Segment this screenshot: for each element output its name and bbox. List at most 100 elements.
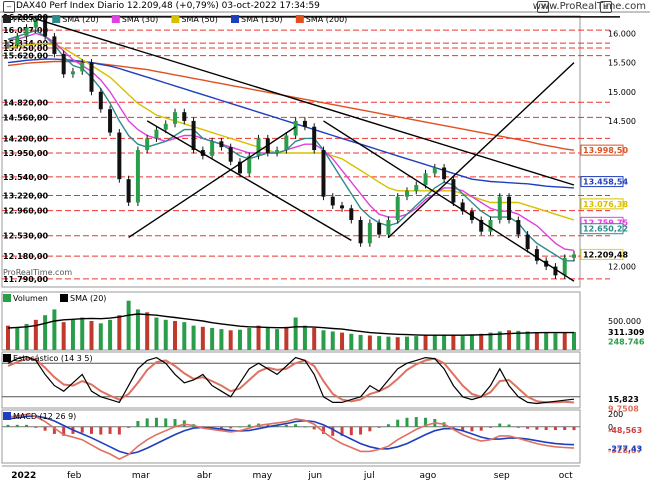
level-label-8: 13.950,00 xyxy=(3,149,48,158)
price-bar-11 xyxy=(108,109,113,133)
macd-hist-45 xyxy=(424,417,428,427)
price-tick-3: 14.500 xyxy=(608,117,636,126)
macd-hist-9 xyxy=(90,426,94,434)
volume-bar-44 xyxy=(414,336,419,350)
price-bar-17 xyxy=(163,123,168,130)
macd-hist-23 xyxy=(219,426,223,429)
macd-hist-28 xyxy=(266,424,270,427)
price-bar-32 xyxy=(302,120,307,127)
price-bar-30 xyxy=(284,135,289,151)
site-link[interactable]: www.ProRealTime.com xyxy=(532,1,646,12)
volume-bar-59 xyxy=(553,333,558,350)
x-tick-0: 2022 xyxy=(11,471,36,481)
price-bar-45 xyxy=(423,173,428,186)
macd-hist-18 xyxy=(173,419,177,427)
macd-hist-3 xyxy=(34,426,38,428)
macd-hist-1 xyxy=(15,424,19,427)
stoch-legend-label: Estocástico (14 3 5) xyxy=(13,354,93,363)
price-tag-1: 13.458,54 xyxy=(583,178,628,187)
volume-bar-3 xyxy=(33,319,38,350)
price-bar-53 xyxy=(497,196,502,220)
macd-hist-5 xyxy=(52,426,56,434)
price-bar-55 xyxy=(516,219,521,235)
price-bar-0 xyxy=(6,45,10,47)
macd-hist-59 xyxy=(553,426,557,431)
x-tick-7: ago xyxy=(420,471,437,481)
volume-bar-14 xyxy=(135,309,140,350)
volume-bar-10 xyxy=(98,323,103,350)
price-tag-2: 13.076,38 xyxy=(583,200,628,209)
macd-hist-49 xyxy=(461,426,465,431)
volume-bar-45 xyxy=(423,335,428,350)
macd-hist-17 xyxy=(164,418,168,427)
x-tick-9: oct xyxy=(559,471,573,481)
volume-bar-32 xyxy=(302,325,307,350)
volume-bar-4 xyxy=(43,315,48,350)
price-bar-25 xyxy=(237,161,242,174)
macd-hist-26 xyxy=(247,424,251,427)
macd-hist-52 xyxy=(488,426,492,428)
stoch-tag-1: 9,7508 xyxy=(608,405,639,414)
macd-tick-0: 0 xyxy=(608,423,613,432)
volume-bar-21 xyxy=(200,326,205,350)
volume-bar-54 xyxy=(507,330,512,350)
volume-bar-51 xyxy=(479,333,484,350)
volume-bar-23 xyxy=(219,329,224,350)
volume-bar-6 xyxy=(61,322,66,350)
price-tag-box-4 xyxy=(580,223,624,235)
macd-hist-31 xyxy=(294,424,298,427)
volume-bar-8 xyxy=(80,317,85,350)
price-bar-31 xyxy=(293,120,298,136)
volume-bar-50 xyxy=(469,334,474,350)
volume-bar-29 xyxy=(275,329,280,350)
volume-bar-42 xyxy=(395,337,400,350)
volume-bar-61 xyxy=(572,331,576,350)
macd-hist-48 xyxy=(451,426,455,428)
price-bar-9 xyxy=(89,62,94,92)
price-bar-8 xyxy=(80,62,85,72)
volume-legend-label: Volumen xyxy=(13,294,48,303)
level-label-13: 12.180,00 xyxy=(3,252,48,261)
sma-line-1 xyxy=(7,29,574,262)
volume-tick: 500.000 xyxy=(608,317,641,326)
menu-icon[interactable]: ≡ xyxy=(600,1,612,13)
x-tick-8: sep xyxy=(494,471,510,481)
macd-hist-15 xyxy=(145,418,149,427)
price-bar-26 xyxy=(247,155,252,174)
volume-bar-24 xyxy=(228,330,233,350)
price-tag-box-0 xyxy=(580,144,624,156)
volume-bar-38 xyxy=(358,334,363,350)
legend-swatch-0 xyxy=(3,15,11,23)
macd-hist-16 xyxy=(154,417,158,427)
price-tag-4: 12.650,22 xyxy=(583,225,628,234)
collapse-icon[interactable]: − xyxy=(3,1,15,13)
price-tag-box-2 xyxy=(580,198,624,210)
volume-panel xyxy=(1,291,581,351)
legend-label-4: SMA (130) xyxy=(241,15,283,24)
macd-tag-1: -328,87 xyxy=(608,446,642,455)
volume-bar-55 xyxy=(516,330,521,350)
price-bar-59 xyxy=(553,266,558,276)
x-tick-2: mar xyxy=(132,471,150,481)
volume-bar-18 xyxy=(173,321,178,350)
close-icon[interactable]: ✕ xyxy=(537,1,549,13)
price-bar-38 xyxy=(358,219,363,244)
price-bar-46 xyxy=(432,167,437,174)
volume-bar-17 xyxy=(163,319,168,350)
macd-hist-55 xyxy=(516,426,520,428)
macd-line xyxy=(7,413,575,461)
price-bar-12 xyxy=(117,132,122,180)
volume-bar-5 xyxy=(52,309,57,350)
legend-swatch-4 xyxy=(231,15,239,23)
macd-hist-14 xyxy=(136,420,140,427)
volume-bar-58 xyxy=(544,332,549,350)
legend-swatch-5 xyxy=(295,15,304,23)
macd-legend-label: MACD (12 26 9) xyxy=(13,412,76,421)
trend-line-1 xyxy=(128,126,297,239)
price-panel xyxy=(1,15,581,288)
sma-line-4 xyxy=(7,58,575,189)
price-tag-box-1 xyxy=(580,176,624,188)
macd-hist-4 xyxy=(43,426,47,431)
macd-legend-swatch xyxy=(3,412,11,420)
